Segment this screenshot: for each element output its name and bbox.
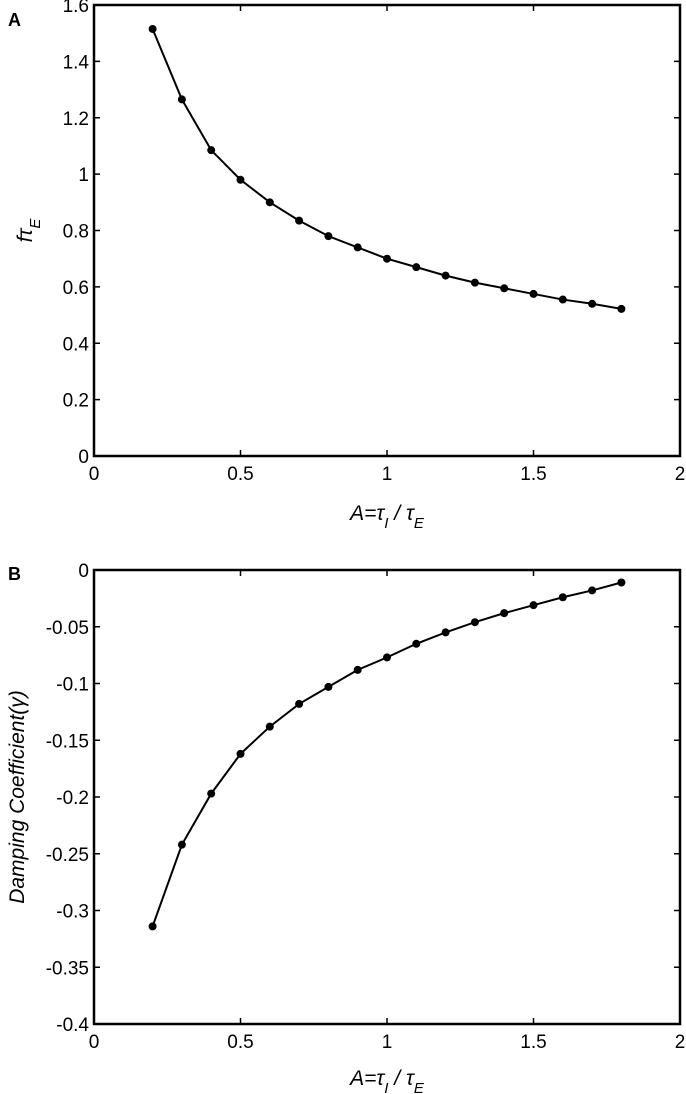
data-point bbox=[353, 243, 362, 252]
data-point bbox=[383, 254, 391, 263]
y-tick-label: 1 bbox=[78, 165, 89, 186]
y-tick-label: 0.8 bbox=[63, 222, 89, 243]
y-tick-label: -0.25 bbox=[46, 845, 89, 866]
y-axis-label: Damping Coefficient(γ) bbox=[6, 690, 29, 904]
series-line bbox=[151, 28, 622, 310]
data-point bbox=[441, 628, 450, 637]
x-tick-label: 0.5 bbox=[227, 464, 253, 485]
y-tick-label: -0.2 bbox=[56, 788, 89, 809]
plot-frame bbox=[92, 3, 682, 458]
y-tick-label: 1.4 bbox=[63, 52, 90, 73]
data-point bbox=[529, 289, 538, 298]
data-point bbox=[295, 216, 304, 225]
x-tick-label: 2 bbox=[675, 1032, 686, 1053]
data-point bbox=[470, 278, 479, 287]
y-tick-label: -0.3 bbox=[56, 902, 89, 923]
data-point bbox=[617, 304, 626, 313]
x-tick-label: 0 bbox=[89, 464, 100, 485]
data-point bbox=[324, 232, 333, 241]
y-tick-label: 0.6 bbox=[63, 278, 89, 299]
data-point bbox=[236, 175, 245, 184]
data-point bbox=[148, 24, 157, 33]
data-point bbox=[500, 284, 509, 293]
x-axis-label: A=τI / τE bbox=[348, 502, 425, 532]
data-point bbox=[383, 653, 391, 662]
data-point bbox=[588, 586, 597, 595]
data-point bbox=[617, 578, 626, 587]
y-tick-label: -0.15 bbox=[46, 731, 89, 752]
data-point bbox=[265, 722, 274, 731]
y-tick-label: 1.2 bbox=[63, 109, 89, 130]
y-tick-label: 0.2 bbox=[63, 391, 89, 412]
data-point bbox=[412, 263, 421, 272]
y-tick-label: 1.6 bbox=[63, 0, 89, 17]
x-axis-label: A=τI / τE bbox=[348, 1067, 425, 1094]
x-tick-label: 1.5 bbox=[520, 1032, 546, 1053]
series-line bbox=[151, 581, 622, 927]
x-tick-label: 2 bbox=[675, 464, 686, 485]
y-tick-label: 0.4 bbox=[63, 334, 90, 355]
panel-label: B bbox=[8, 564, 21, 584]
y-tick-label: 0 bbox=[78, 561, 89, 582]
data-point bbox=[148, 922, 157, 931]
y-axis-label: fτE bbox=[14, 218, 44, 243]
panel-label: A bbox=[8, 10, 21, 30]
data-point bbox=[295, 699, 304, 708]
data-point bbox=[207, 146, 216, 155]
data-point bbox=[265, 198, 274, 207]
data-point bbox=[470, 618, 479, 627]
data-point bbox=[236, 749, 245, 758]
data-point bbox=[588, 299, 597, 308]
plot-frame bbox=[92, 568, 682, 1026]
panel-b: B 0 0.5 1 1.5 2 -0.4 -0.35 -0.3 -0.25 -0.2 -0.15 -0.… bbox=[6, 561, 685, 1094]
data-point bbox=[558, 593, 567, 602]
y-tick-label: -0.05 bbox=[46, 618, 89, 639]
data-point bbox=[207, 789, 216, 798]
y-tick-label: -0.35 bbox=[46, 958, 89, 979]
y-tick-label: -0.4 bbox=[56, 1015, 89, 1036]
x-tick-label: 1 bbox=[382, 1032, 393, 1053]
data-point bbox=[500, 609, 509, 618]
data-point bbox=[412, 639, 421, 648]
data-point bbox=[177, 840, 186, 849]
x-tick-label: 1 bbox=[382, 464, 393, 485]
data-point bbox=[353, 665, 362, 674]
data-point bbox=[558, 295, 567, 304]
x-tick-label: 0.5 bbox=[227, 1032, 253, 1053]
data-point bbox=[441, 271, 450, 280]
data-point bbox=[529, 601, 538, 610]
x-tick-label: 0 bbox=[89, 1032, 100, 1053]
data-point bbox=[177, 95, 186, 104]
x-tick-label: 1.5 bbox=[520, 464, 546, 485]
y-tick-label: -0.1 bbox=[56, 675, 89, 696]
y-tick-label: 0 bbox=[78, 447, 89, 468]
data-point bbox=[324, 682, 333, 691]
panel-a: A 0 0.5 1 1.5 2 0 0.2 0.4 0.6 0.8 1 1.2 1.4 1.6 A=τI / … bbox=[8, 0, 685, 532]
